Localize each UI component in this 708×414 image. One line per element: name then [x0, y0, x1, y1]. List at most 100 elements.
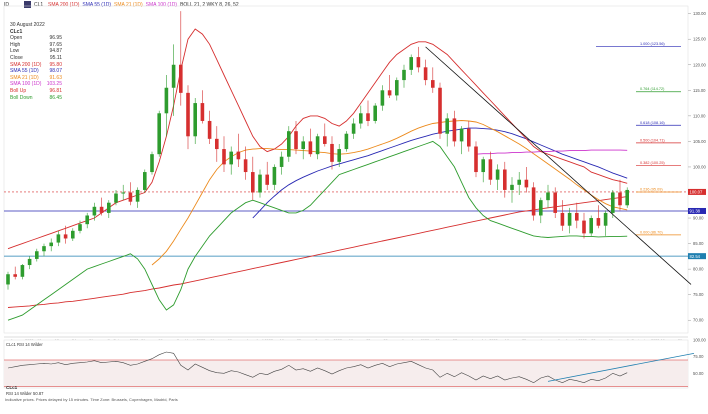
- legend-item[interactable]: SMA 55 (1D): [82, 2, 112, 8]
- legend-item[interactable]: SMA 100 (1D): [145, 2, 178, 8]
- info-value: 97.65: [49, 41, 62, 48]
- candle-body: [27, 258, 32, 266]
- fib-level-label: 0.000 (86.70): [640, 230, 663, 234]
- price-tick-label: 80.00: [693, 267, 704, 272]
- price-tick-label: 85.00: [693, 241, 704, 246]
- candle-body: [229, 151, 233, 165]
- candle-body: [315, 136, 320, 155]
- info-value: 94.87: [49, 48, 62, 55]
- price-level-label: 100.07: [690, 190, 703, 195]
- candle-body: [186, 92, 190, 137]
- candle-body: [459, 128, 464, 142]
- candle-body: [92, 206, 97, 216]
- info-row: SMA 200 (1D) 95.80: [10, 62, 62, 69]
- candle-body: [524, 179, 529, 188]
- candle-body: [128, 192, 133, 202]
- info-row: SMA 21 (1D) 91.63: [10, 75, 62, 82]
- candle-body: [445, 118, 449, 134]
- price-level-tag: [688, 188, 706, 195]
- candle-body: [611, 192, 615, 213]
- info-label: Boll Down: [10, 94, 33, 101]
- price-tick-label: 70.00: [693, 318, 704, 323]
- candle-body: [366, 113, 370, 121]
- info-row: SMA 55 (1D) 98.07: [10, 68, 62, 75]
- overlay-line: [7, 196, 628, 308]
- candle-body: [179, 64, 183, 93]
- price-tick-label: 110.00: [693, 113, 706, 118]
- info-value: 86.45: [49, 94, 62, 101]
- fib-level-label: 0.236 (95.09): [640, 188, 663, 192]
- candle-body: [49, 242, 53, 247]
- candle-body: [35, 251, 39, 259]
- candle-body: [488, 159, 493, 180]
- candle-body: [78, 224, 82, 231]
- candle-body: [495, 169, 500, 180]
- candle-body: [409, 57, 413, 70]
- info-row: SMA 100 (1D) 103.25: [10, 81, 62, 88]
- candle-body: [323, 136, 327, 144]
- candle-body: [114, 193, 118, 203]
- fib-level-label: 1.000 (123.56): [640, 42, 665, 46]
- info-rows: Open 96.95 High 97.65 Low 94.87 Close 95.11 SMA …: [10, 35, 62, 101]
- candle-body: [589, 218, 593, 234]
- price-tick-label: 115.00: [693, 88, 706, 93]
- price-panel-frame: [3, 5, 689, 334]
- rsi-value: RSI 14 Wilder 50.87: [6, 391, 44, 396]
- candle-body: [481, 159, 485, 173]
- candle-body: [99, 206, 104, 213]
- candle-body: [13, 274, 17, 277]
- symbol-label[interactable]: CL1: [34, 2, 44, 8]
- price-tick-label: 100.00: [693, 164, 706, 169]
- candle-body: [193, 103, 197, 137]
- overlay-line: [7, 28, 628, 250]
- mode-label[interactable]: ID: [4, 2, 9, 8]
- overlay-line: [475, 149, 628, 155]
- candle-body: [143, 172, 147, 190]
- candle-body: [359, 113, 363, 124]
- price-level-tag: [688, 207, 706, 214]
- chart-header: ID CL1 SMA 200 (1D) SMA 55 (1D) SMA 21 (1D…: [0, 0, 708, 10]
- candle-body: [243, 159, 248, 173]
- candle-body: [20, 265, 25, 277]
- price-level-tag: [688, 253, 706, 260]
- candle-body: [215, 138, 219, 150]
- rsi-tick-label: 75.00: [693, 354, 704, 359]
- info-label: Low: [10, 48, 20, 55]
- info-date: 30 August 2022: [10, 22, 45, 28]
- info-row: Boll Down 86.45: [10, 95, 62, 102]
- candle-body: [438, 87, 442, 134]
- candle-body: [330, 143, 334, 162]
- info-label: SMA 55 (1D): [10, 68, 39, 75]
- rsi-tick-label: 100.00: [693, 338, 706, 343]
- rsi-instrument: CLc1: [6, 385, 18, 390]
- candle-body: [258, 174, 262, 193]
- candle-body: [287, 131, 291, 157]
- rsi-legend: CLc1 RSI 14 Wilder: [6, 342, 43, 347]
- info-value: 91.63: [49, 74, 62, 81]
- info-row: Low 94.87: [10, 48, 62, 55]
- candle-body: [71, 230, 75, 239]
- candle-body: [531, 187, 536, 216]
- legend-item[interactable]: BOLL 21, 2 WKY 8, 26, 52: [180, 2, 239, 8]
- info-value: 95.80: [49, 61, 62, 68]
- candle-body: [236, 151, 241, 160]
- legend-item[interactable]: SMA 21 (1D): [114, 2, 143, 8]
- candle-body: [222, 149, 226, 165]
- candle-body: [575, 212, 579, 221]
- candle-body: [625, 189, 629, 206]
- price-level-label: 91.38: [690, 209, 701, 214]
- info-row: Boll Up 96.81: [10, 88, 62, 95]
- fib-level-label: 0.618 (108.16): [640, 121, 665, 125]
- candle-body: [431, 80, 435, 88]
- info-value: 103.25: [46, 81, 62, 88]
- candle-body: [402, 69, 406, 81]
- candle-body: [510, 184, 514, 190]
- legend-item[interactable]: SMA 200 (1D): [48, 2, 80, 8]
- price-tick-label: 125.00: [693, 37, 706, 42]
- candle-body: [603, 212, 608, 226]
- candle-body: [582, 220, 586, 234]
- candle-body: [121, 192, 125, 194]
- candle-body: [63, 234, 68, 239]
- info-label: SMA 100 (1D): [10, 81, 42, 88]
